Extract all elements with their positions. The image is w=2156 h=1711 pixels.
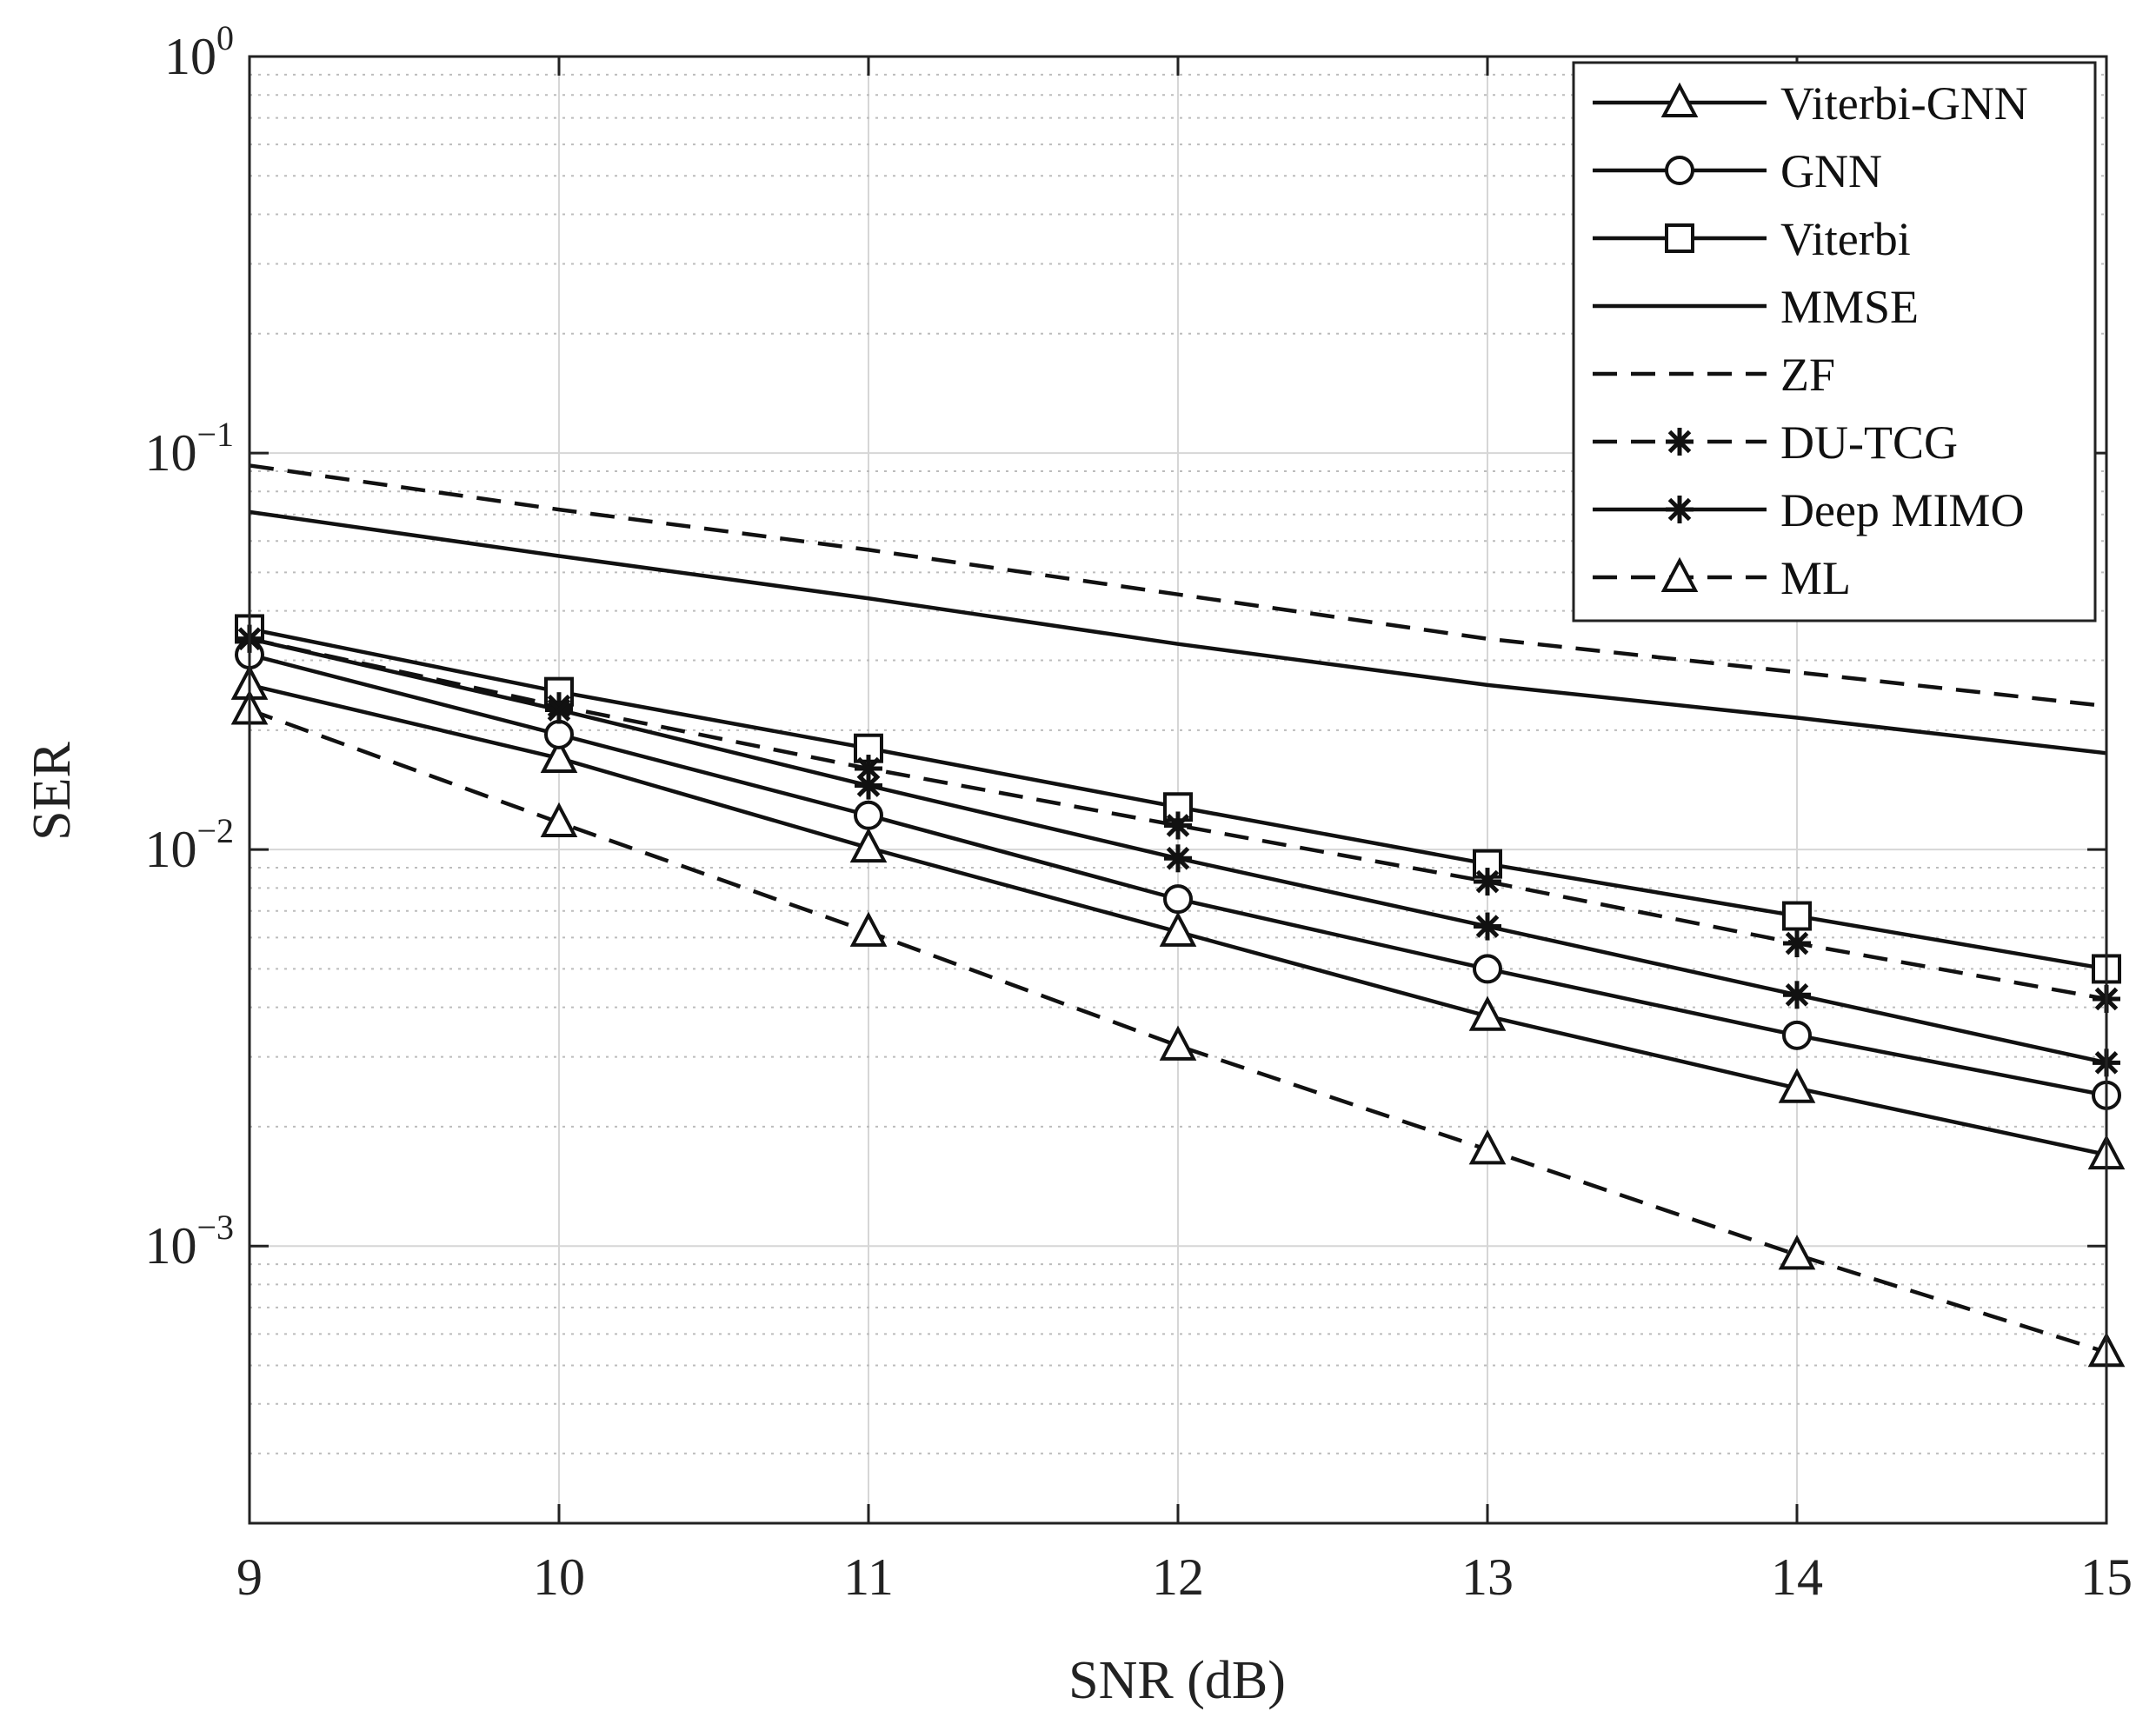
legend-label: Deep MIMO	[1780, 484, 2024, 536]
y-axis-label: SER	[23, 742, 82, 841]
series-ml	[230, 689, 2126, 1368]
y-tick-base: 10	[144, 424, 196, 482]
y-tick-label: 100	[164, 18, 234, 85]
data-point-ml	[540, 802, 578, 838]
legend-label: ML	[1780, 552, 1851, 604]
legend-swatch-marker	[1660, 556, 1699, 592]
data-point-viterbi-gnn	[540, 737, 578, 774]
legend-entry-mmse: MMSE	[1593, 281, 1919, 333]
y-tick-label: 10−2	[144, 811, 234, 878]
legend-entry-du-tcg: DU-TCG	[1593, 416, 1958, 469]
data-point-gnn	[544, 719, 574, 749]
x-tick-label: 14	[1771, 1548, 1823, 1606]
data-point-ml	[1778, 1235, 1816, 1270]
x-tick-label: 12	[1152, 1548, 1204, 1606]
asterisk-stroke	[1785, 931, 1809, 955]
legend-entry-gnn: GNN	[1593, 145, 1882, 197]
y-tick-exponent: −2	[196, 811, 234, 850]
data-point-gnn	[1163, 884, 1193, 915]
series-line-zf	[249, 463, 2107, 709]
data-point-ml	[1468, 1129, 1507, 1165]
data-point-deep-mimo	[1474, 912, 1501, 941]
x-tick-label: 13	[1461, 1548, 1514, 1606]
data-point-du-tcg	[1164, 811, 1192, 840]
asterisk-stroke	[1166, 814, 1190, 837]
legend: Viterbi-GNN GNN Viterbi MMSE ZF DU-TCG Deep MI…	[1572, 61, 2097, 622]
legend-label: GNN	[1780, 145, 1882, 197]
data-point-viterbi-gnn	[849, 827, 888, 863]
legend-swatch-marker	[1665, 156, 1694, 185]
y-tick-label: 10−3	[144, 1208, 234, 1275]
data-point-du-tcg	[1474, 868, 1501, 896]
data-point-deep-mimo	[1164, 844, 1192, 873]
asterisk-stroke	[1475, 869, 1500, 894]
y-tick-exponent: −3	[196, 1208, 234, 1247]
axis-ticks	[248, 55, 2108, 1523]
legend-entry-viterbi: Viterbi	[1593, 213, 1911, 265]
x-tick-label: 15	[2080, 1548, 2133, 1606]
series-zf	[249, 463, 2107, 709]
y-tick-base: 10	[144, 821, 196, 878]
legend-label: MMSE	[1780, 281, 1919, 333]
legend-entry-viterbi-gnn: Viterbi-GNN	[1593, 77, 2028, 130]
legend-label: ZF	[1780, 349, 1835, 401]
legend-swatch-marker	[1660, 82, 1699, 117]
data-point-viterbi-gnn	[1778, 1068, 1816, 1103]
y-tick-base: 10	[144, 1217, 196, 1275]
data-point-gnn	[1473, 954, 1502, 984]
legend-swatch-marker	[1665, 223, 1694, 253]
x-tick-label: 10	[533, 1548, 585, 1606]
legend-entry-deep-mimo: Deep MIMO	[1593, 484, 2024, 536]
data-point-viterbi	[1782, 901, 1812, 931]
asterisk-stroke	[856, 774, 881, 797]
asterisk-stroke	[1667, 497, 1692, 522]
legend-swatch-marker	[1666, 428, 1694, 456]
data-point-deep-mimo	[1783, 981, 1811, 1009]
data-point-gnn	[1782, 1020, 1812, 1050]
asterisk-stroke	[1166, 847, 1190, 870]
asterisk-stroke	[856, 756, 881, 781]
x-axis-label: SNR (dB)	[1068, 1651, 1286, 1710]
series-line-mmse	[249, 509, 2107, 756]
asterisk-stroke	[1667, 429, 1692, 454]
legend-box	[1572, 61, 2097, 622]
data-point-du-tcg	[1783, 929, 1811, 958]
x-tick-labels: 9 10 11 12 13 14 15	[236, 1548, 2133, 1606]
asterisk-stroke	[547, 698, 571, 722]
y-tick-exponent: 0	[216, 18, 234, 57]
legend-entry-ml: ML	[1593, 552, 1851, 604]
x-tick-label: 11	[843, 1548, 894, 1606]
asterisk-stroke	[1785, 983, 1809, 1007]
y-tick-exponent: −1	[196, 415, 234, 454]
data-point-gnn	[854, 800, 883, 830]
legend-label: Viterbi	[1780, 213, 1911, 265]
data-point-viterbi-gnn	[1159, 911, 1197, 947]
legend-label: Viterbi-GNN	[1780, 77, 2028, 130]
data-point-deep-mimo	[545, 696, 573, 724]
asterisk-stroke	[1475, 915, 1500, 938]
y-tick-label: 10−1	[144, 415, 234, 482]
data-point-deep-mimo	[855, 771, 882, 800]
series-deep-mimo	[236, 624, 2120, 1077]
data-point-ml	[1159, 1025, 1197, 1061]
x-tick-label: 9	[236, 1548, 263, 1606]
series-lines	[230, 463, 2126, 1368]
legend-swatch-marker	[1666, 496, 1694, 523]
data-point-du-tcg	[855, 755, 882, 783]
data-point-ml	[849, 911, 888, 947]
series-mmse	[249, 509, 2107, 756]
legend-label: DU-TCG	[1780, 416, 1958, 469]
y-tick-base: 10	[164, 28, 216, 85]
data-point-viterbi-gnn	[1468, 995, 1507, 1031]
legend-entry-zf: ZF	[1593, 349, 1835, 401]
